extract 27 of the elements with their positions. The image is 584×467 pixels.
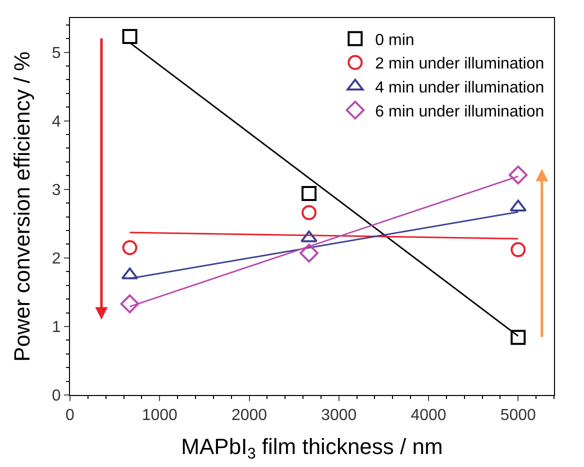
point bbox=[122, 240, 138, 256]
x-tick-label: 5000 bbox=[500, 407, 536, 424]
y-tick-label: 0 bbox=[52, 388, 61, 405]
point bbox=[302, 205, 317, 220]
legend-label: 0 min bbox=[375, 32, 414, 49]
legend-label: 2 min under illumination bbox=[375, 56, 544, 73]
y-tick-label: 4 bbox=[52, 113, 61, 130]
x-tick-label: 2000 bbox=[231, 407, 268, 424]
point bbox=[508, 166, 528, 184]
point bbox=[510, 242, 526, 258]
x-tick-label: 1000 bbox=[142, 407, 178, 424]
x-axis-title: MAPbI$_{3}$ film thickness / nm bbox=[181, 434, 443, 463]
point bbox=[302, 186, 317, 201]
x-tick-label: 3000 bbox=[321, 407, 357, 424]
y-tick-label: 3 bbox=[52, 182, 61, 199]
y-tick-label: 1 bbox=[52, 319, 61, 336]
point bbox=[510, 330, 526, 345]
legend-label: 4 min under illumination bbox=[375, 80, 544, 97]
y-axis-title: Power conversion efficiency / % bbox=[10, 51, 35, 362]
y-tick-label: 2 bbox=[52, 250, 61, 268]
x-tick-label: 4000 bbox=[410, 407, 446, 424]
point bbox=[300, 244, 318, 263]
legend-label: 6 min under illumination bbox=[375, 103, 544, 120]
point bbox=[122, 29, 138, 44]
point bbox=[120, 294, 140, 314]
x-tick-label: 0 bbox=[66, 407, 75, 424]
y-tick-label: 5 bbox=[52, 44, 61, 62]
